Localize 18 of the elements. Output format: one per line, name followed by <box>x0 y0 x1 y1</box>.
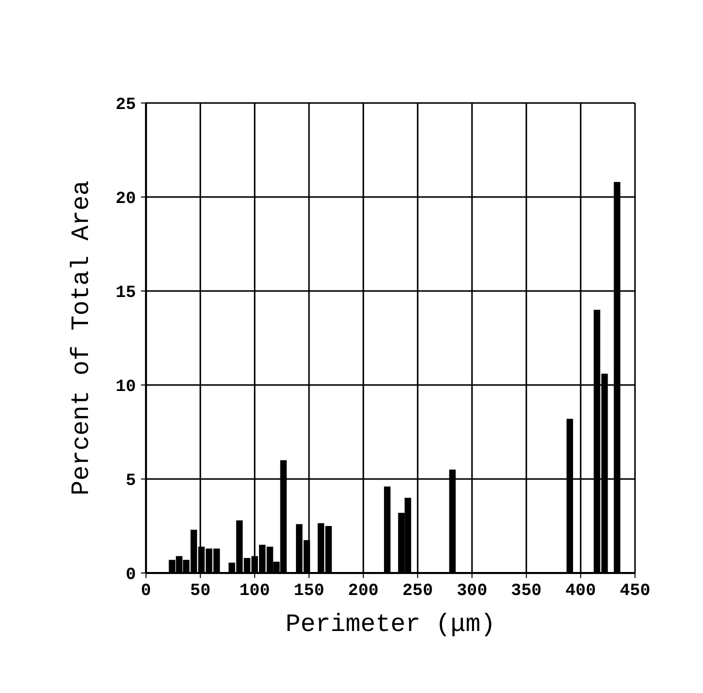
x-tick-label: 450 <box>620 582 650 601</box>
x-tick-label: 300 <box>456 582 488 601</box>
x-axis-title: Perimeter (μm) <box>285 610 496 639</box>
x-tick-label: 50 <box>190 582 211 601</box>
y-tick-label: 0 <box>126 566 136 585</box>
y-tick-label: 25 <box>116 96 136 115</box>
y-axis-title: Percent of Total Area <box>67 180 96 496</box>
x-tick-label: 100 <box>239 582 270 601</box>
x-tick-label: 400 <box>565 582 596 601</box>
x-tick-label: 0 <box>140 582 152 601</box>
y-tick-label: 5 <box>126 472 136 491</box>
y-tick-label: 20 <box>116 190 136 209</box>
x-tick-label: 150 <box>294 582 324 601</box>
y-tick-label: 15 <box>116 284 136 303</box>
x-tick-label: 200 <box>348 582 379 601</box>
y-tick-label: 10 <box>116 378 136 397</box>
x-tick-label: 250 <box>402 582 433 601</box>
x-tick-label: 350 <box>511 582 542 601</box>
